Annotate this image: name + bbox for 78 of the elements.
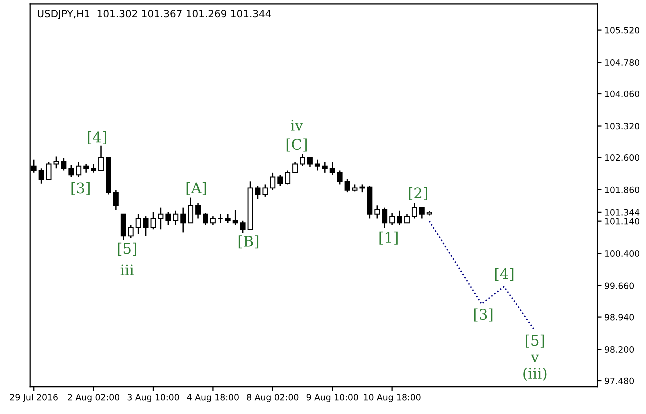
candlestick [128,224,134,239]
y-tick-label: 105.520 [605,27,640,34]
candlestick [38,168,44,184]
candlestick [322,161,328,174]
candlestick [180,207,186,234]
candlestick [98,145,104,172]
y-tick-label: 98.200 [605,346,634,353]
line-series [428,220,535,330]
candlestick [54,156,60,170]
annotation: [1] [380,232,398,245]
candlestick [46,161,52,180]
candlestick [68,164,74,178]
annotation: iv [291,120,304,131]
y-tick-label: 101.344 [605,209,640,216]
y-tick-label: 100.400 [605,250,640,258]
candlestick [412,202,418,220]
candlestick [136,214,142,235]
candlestick [150,212,156,230]
candlestick [285,170,291,186]
candlestick [337,170,343,186]
annotation: [B] [238,236,259,249]
annotation: [C] [286,138,307,152]
candlestick [397,210,403,226]
candlestick [255,185,261,200]
candlestick [330,161,336,176]
y-tick-label: 98.940 [605,314,634,321]
annotation: [4] [495,268,514,282]
candlestick [61,158,67,172]
candlestick [76,161,82,178]
x-tick-label: 9 Aug 10:00 [306,394,358,402]
annotation: v [530,354,540,362]
y-tick-label: 103.320 [605,123,640,130]
candlestick [382,207,388,229]
annotation: [5] [526,334,544,348]
annotation: [4] [88,132,106,145]
candlestick [232,209,238,226]
candlestick [113,190,119,211]
candlestick [158,207,164,230]
candlestick [278,174,284,187]
y-tick-label: 102.600 [605,154,640,162]
candlestick [166,212,172,226]
candlestick [173,210,179,226]
candlestick [314,159,320,172]
x-tick-label: 29 Jul 2016 [10,394,58,402]
annotation: [3] [474,308,493,322]
y-tick-label: 97.480 [605,378,634,384]
candlestick [120,214,126,242]
candlestick [300,154,306,168]
candlestick [196,202,202,220]
candlestick [374,205,380,220]
annotation: [A] [186,182,206,196]
x-tick-label: 2 Aug 02:00 [68,394,120,402]
y-tick-label: 104.060 [605,90,640,98]
candlestick [143,216,149,237]
y-tick-label: 101.860 [605,186,640,194]
candlestick [262,184,268,198]
y-tick-label: 101.140 [605,218,640,225]
annotation: iii [120,264,134,276]
candlestick [390,212,396,226]
candlestick [344,178,350,194]
y-tick-label: 99.660 [605,282,634,290]
x-tick-label: 3 Aug 10:00 [128,394,180,402]
y-tick-label: 104.780 [605,59,640,66]
annotation: [5] [118,242,136,256]
x-tick-label: 4 Aug 18:00 [187,394,239,402]
candlestick [240,220,246,234]
candlestick [203,212,208,226]
candlestick [270,172,276,192]
x-tick-label: 10 Aug 18:00 [364,394,421,402]
x-tick-label: 8 Aug 02:00 [247,394,299,402]
text: USDJPY,H1 101.302 101.367 101.269 101.344 [38,10,272,20]
annotation: [3] [72,182,90,196]
annotation: [2] [409,187,428,200]
candlestick [188,197,194,224]
candlestick [308,157,313,168]
candlestick [419,207,425,220]
candlestick [292,161,298,174]
annotation: (iii) [524,368,547,382]
